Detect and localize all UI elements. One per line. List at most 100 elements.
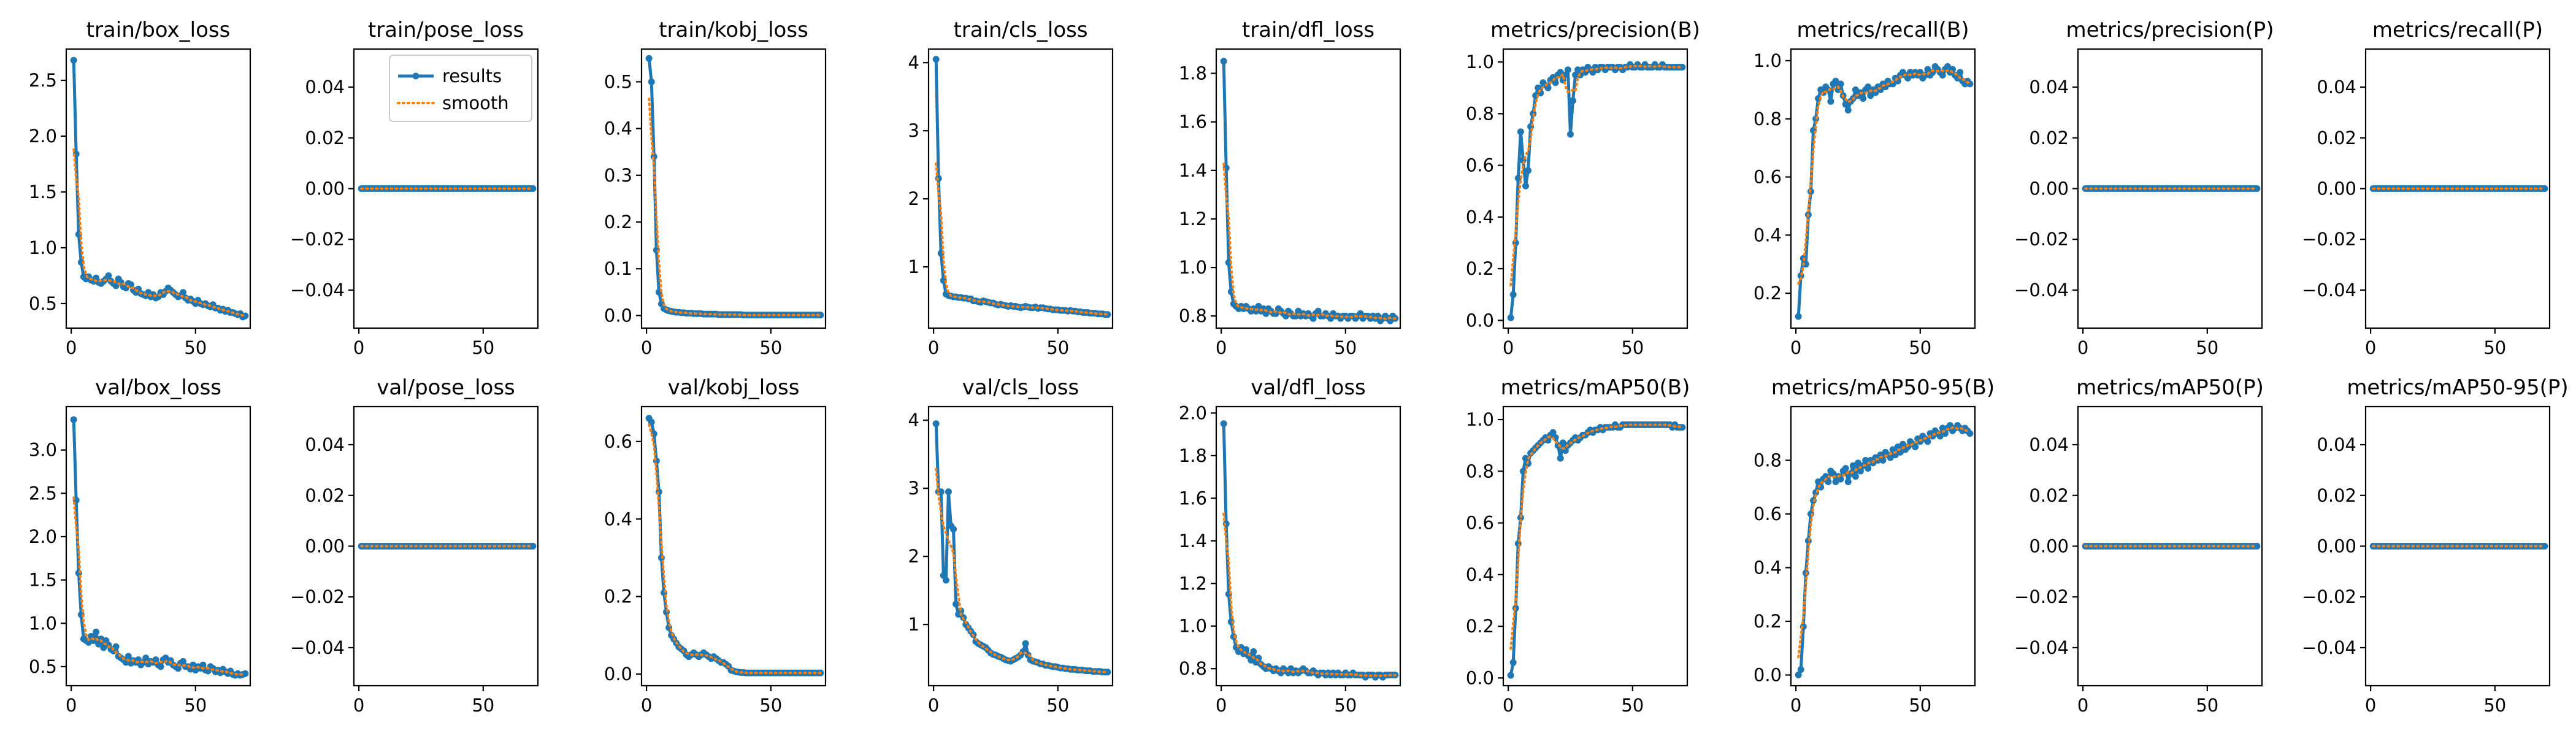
y-tick-label: 0.2 [1466,258,1494,279]
y-tick-label: 0.8 [1466,461,1494,481]
chart-title: metrics/recall(P) [2372,18,2543,42]
y-tick-label: 0.00 [2029,536,2069,557]
data-point [1827,98,1834,105]
legend-box [389,55,532,122]
x-tick-label: 50 [759,337,782,358]
y-tick-label: 1 [908,256,919,277]
y-tick-label: 4 [908,52,919,73]
x-tick-label: 50 [2196,695,2218,716]
x-tick-label: 0 [1790,695,1801,716]
subplot-train-cls-loss: train/cls_loss 0 50 1 2 3 4 [908,18,1114,358]
chart-title: metrics/precision(P) [2066,18,2274,42]
data-point [932,420,940,427]
subplot-val-dfl-loss: val/dfl_loss 0 50 0.8 1.0 1.2 1.4 1.6 1.8 2.0 [1179,375,1401,716]
data-point [157,663,164,670]
series-line-smooth [72,496,247,676]
series-line-smooth [648,98,822,316]
results-markers [1507,421,1686,679]
y-tick-label: 1.8 [1179,445,1207,466]
data-point [70,416,77,423]
x-tick-label: 50 [472,695,494,716]
y-tick-label: 0.04 [2029,77,2069,98]
series-line-results [647,58,821,317]
chart-title: train/pose_loss [368,18,524,42]
x-tick-label: 50 [759,695,782,716]
x-tick-label: 0 [928,695,939,716]
subplot-metrics-map50-95p: metrics/mAP50-95(P) 0 50 −0.04 −0.02 0.00 0.02… [2302,375,2569,716]
data-point [1854,459,1861,467]
y-tick-label: 0.2 [1466,616,1494,637]
data-point [1022,640,1029,647]
y-tick-label: 1.5 [29,570,57,591]
data-point [1842,101,1849,108]
y-tick-label: 0.2 [1754,611,1782,632]
y-tick-label: 0.0 [604,664,632,684]
subplot-metrics-recallb: metrics/recall(B) 0 50 0.2 0.4 0.6 0.8 1.0 [1754,18,1976,358]
y-tick-label: 1.0 [1179,616,1207,637]
results-markers [358,185,537,192]
chart-title: val/dfl_loss [1251,375,1366,400]
chart-title: train/box_loss [86,18,231,42]
y-tick-label: 2.5 [29,70,57,91]
y-tick-label: 1.4 [1179,531,1207,551]
legend-marker-results [412,72,420,80]
x-tick-label: 50 [1334,695,1357,716]
series-line-smooth [1222,512,1397,678]
series-line-smooth [1509,64,1684,286]
data-point [1924,66,1931,73]
y-tick-label: 0.6 [1754,504,1782,524]
subplot-metrics-map50b: metrics/mAP50(B) 0 50 0.0 0.2 0.4 0.6 0.8 1.0 [1466,375,1690,716]
data-point [95,640,102,648]
plot-frame [65,48,251,329]
data-point [1522,454,1529,462]
subplot-metrics-map50p: metrics/mAP50(P) 0 50 −0.04 −0.02 0.00 0.02 0.0… [2014,375,2264,716]
data-point [1570,97,1577,104]
data-point [1559,439,1566,447]
subplot-metrics-recallp: metrics/recall(P) 0 50 −0.04 −0.02 0.00 0.02 0.… [2302,18,2551,358]
results-markers [645,415,824,677]
data-point [100,644,107,651]
legend-label-results: results [442,66,502,86]
y-tick-label: 0.02 [2317,485,2356,506]
plot-frame [927,405,1114,687]
data-point [1509,659,1517,666]
y-tick-label: 0.00 [305,178,345,199]
x-tick-label: 50 [1621,337,1644,358]
data-point [1514,175,1522,182]
series-line-smooth [1509,423,1684,650]
chart-title: train/dfl_loss [1242,18,1374,42]
plot-frame [1790,48,1976,329]
data-point [1822,473,1830,480]
data-point [1899,440,1906,448]
series-line-results [934,423,1108,674]
data-point [953,600,960,608]
y-tick-label: 1.0 [29,613,57,634]
y-tick-label: 0.04 [2317,434,2356,455]
data-point [199,661,207,669]
series-line-results [1222,423,1395,679]
data-point [1939,72,1946,79]
y-tick-label: 0.8 [1179,658,1207,679]
results-markers [932,420,1111,676]
chart-title: val/kobj_loss [668,375,800,400]
y-tick-label: 1.0 [1179,257,1207,278]
y-tick-label: 0.00 [2317,178,2356,199]
x-tick-label: 50 [1046,337,1069,358]
data-point [1852,473,1859,480]
data-point [1104,311,1111,318]
y-tick-label: 0.8 [1754,109,1782,129]
data-point [1572,71,1579,79]
plot-frame [640,405,827,687]
data-point [1904,74,1912,82]
data-point [174,665,182,672]
data-point [1509,291,1517,298]
x-tick-label: 0 [66,695,77,716]
data-point [1549,429,1557,436]
data-point [125,653,132,660]
data-point [142,654,150,662]
series-line-results [72,60,246,319]
y-tick-label: 0.02 [2317,128,2356,148]
series-line-results [934,59,1108,316]
x-tick-label: 0 [2365,695,2376,716]
data-point [1844,107,1852,114]
